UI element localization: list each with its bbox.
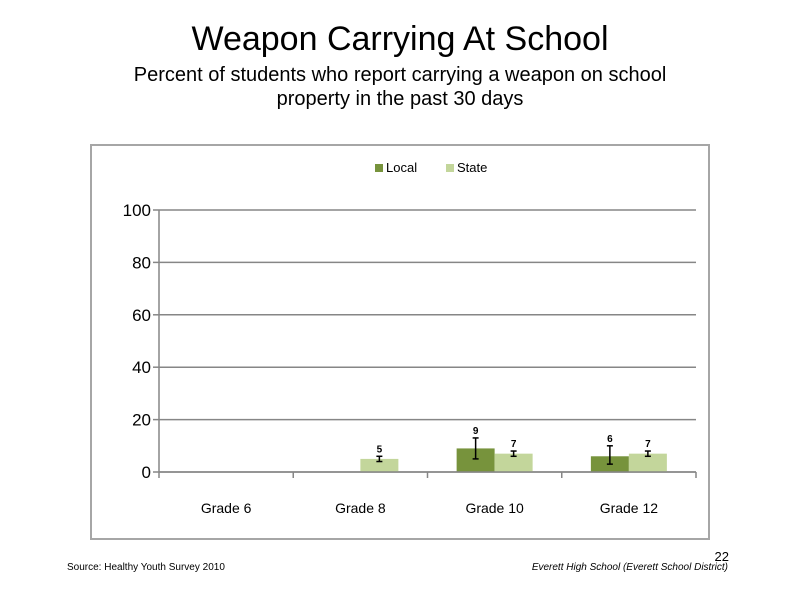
bar-chart: 0 20 40 60 80 100 Grade 6 Grade 8 Grade 10 Grade …: [123, 160, 697, 516]
legend-swatch: [375, 164, 383, 172]
bar: [456, 448, 495, 472]
school-name: Everett High School (Everett School Dist…: [531, 562, 728, 573]
y-tick-label: 20: [132, 411, 151, 430]
bar: [360, 458, 399, 472]
x-tick-label: Grade 12: [600, 500, 659, 516]
data-label: 7: [645, 439, 651, 450]
bar: [628, 453, 667, 472]
source-note: Source: Healthy Youth Survey 2010: [67, 562, 225, 573]
data-label: 9: [473, 426, 479, 437]
y-tick-label: 80: [132, 253, 151, 272]
data-label: 7: [511, 439, 517, 450]
bar: [494, 453, 533, 472]
legend-swatch: [446, 164, 454, 172]
data-label: 5: [377, 444, 383, 455]
y-tick-label: 60: [132, 306, 151, 325]
slide-title: Weapon Carrying At School: [191, 20, 609, 58]
x-tick-label: Grade 8: [335, 500, 386, 516]
y-tick-label: 0: [142, 463, 151, 482]
y-tick-label: 40: [132, 358, 151, 377]
x-tick-label: Grade 6: [201, 500, 252, 516]
slide-subtitle: Percent of students who report carrying …: [133, 64, 667, 110]
data-label: 6: [607, 434, 613, 445]
legend-label: State: [457, 160, 487, 175]
x-tick-label: Grade 10: [465, 500, 524, 516]
chart-frame: 0 20 40 60 80 100 Grade 6 Grade 8 Grade 10 Grade …: [90, 144, 710, 540]
y-tick-label: 100: [123, 201, 151, 220]
page-number: 22: [714, 549, 729, 564]
legend-label: Local: [386, 160, 417, 175]
